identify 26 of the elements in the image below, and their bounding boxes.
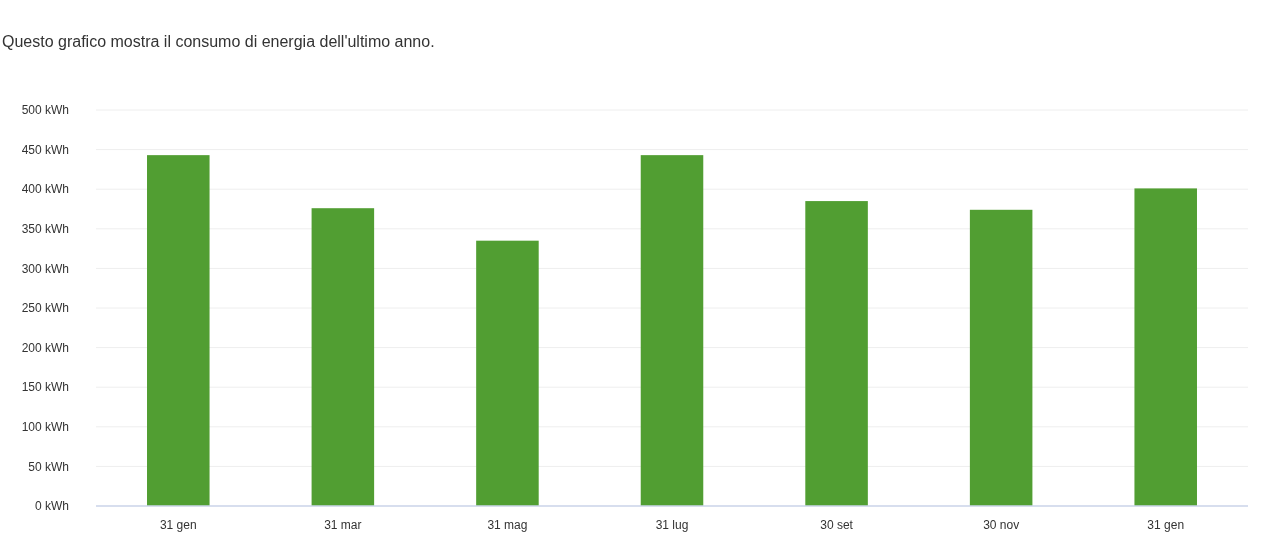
chart-title: Questo grafico mostra il consumo di energia dell'ultimo anno.	[2, 33, 435, 50]
bar	[147, 155, 210, 506]
y-tick-label: 400 kWh	[21, 182, 69, 197]
y-tick-label: 500 kWh	[21, 103, 69, 118]
y-tick-label: 350 kWh	[21, 222, 69, 236]
y-tick-label: 250 kWh	[21, 301, 69, 316]
y-tick-label: 0 kWh	[34, 499, 69, 514]
y-tick-label: 50 kWh	[28, 459, 69, 474]
x-tick-label: 31 mar	[324, 518, 362, 532]
y-tick-label: 200 kWh	[21, 340, 69, 355]
x-tick-label: 31 mag	[487, 518, 528, 532]
bar	[1134, 188, 1197, 506]
y-tick-label: 450 kWh	[21, 142, 69, 157]
y-tick-label: 150 kWh	[21, 380, 69, 395]
bar	[640, 155, 704, 506]
x-tick-label: 31 lug	[655, 518, 689, 532]
x-tick-label: 31 gen	[159, 518, 197, 532]
x-tick-label: 31 gen	[1147, 518, 1185, 532]
y-tick-label: 300 kWh	[21, 261, 69, 276]
bar	[969, 209, 1033, 506]
x-tick-label: 30 set	[820, 518, 854, 532]
bar	[805, 201, 868, 506]
y-tick-label: 100 kWh	[21, 420, 69, 434]
x-tick-label: 30 nov	[983, 518, 1020, 532]
bar	[476, 240, 539, 506]
bar	[311, 208, 375, 506]
